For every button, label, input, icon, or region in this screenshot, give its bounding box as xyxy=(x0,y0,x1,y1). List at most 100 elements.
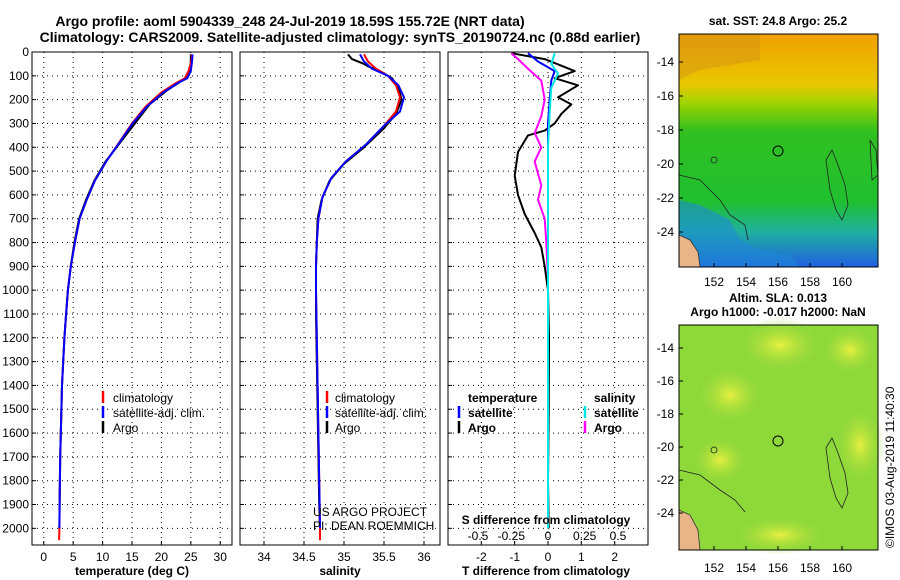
salinity-xlabel: salinity xyxy=(319,564,361,578)
temperature-series-satellite-adj-clim xyxy=(58,54,194,529)
x-tick-label: 36 xyxy=(417,550,431,564)
difference-panel: -2 -1 0 1 2 -0.5 -0.25 0 0.25 0.5 xyxy=(447,51,649,564)
legend-temperature-heading: temperature xyxy=(468,391,538,405)
sla-high-2 xyxy=(820,324,880,376)
legend-t-argo: Argo xyxy=(468,421,496,435)
difference-series-s-argo xyxy=(510,52,549,314)
map-lon-tick: 152 xyxy=(704,275,724,289)
shelf-contour xyxy=(678,469,746,513)
title-line-2: Climatology: CARS2009. Satellite-adjuste… xyxy=(40,29,641,45)
legend-salinity-heading: salinity xyxy=(594,391,636,405)
sla-high-3 xyxy=(695,365,765,425)
sst-map: sat. SST: 24.8 Argo: 25.2 xyxy=(678,14,879,268)
new-caledonia-outline xyxy=(825,437,849,509)
x-tick-label: 10 xyxy=(96,550,110,564)
map-lon-tick: 156 xyxy=(768,275,788,289)
x-tick-label: 30 xyxy=(214,550,228,564)
difference-xlabel: T difference from climatology xyxy=(462,564,630,578)
depth-tick-label: 0 xyxy=(22,45,29,59)
temperature-series-climatology xyxy=(58,54,193,541)
x-tick-label: 1 xyxy=(578,550,585,564)
title-line-1: Argo profile: aoml 5904339_248 24-Jul-20… xyxy=(55,13,524,29)
depth-tick-label: 1500 xyxy=(2,402,29,416)
map-lat-tick: -22 xyxy=(657,191,675,205)
s-diff-tick-label: 0.25 xyxy=(573,529,597,543)
map-lon-tick: 160 xyxy=(832,561,852,575)
reef-circle xyxy=(710,156,718,164)
s-diff-tick-label: 0.5 xyxy=(610,529,627,543)
map-lon-tick: 152 xyxy=(704,561,724,575)
depth-tick-label: 1300 xyxy=(2,355,29,369)
sla-high-5 xyxy=(835,405,885,485)
map-lat-tick: -24 xyxy=(657,225,675,239)
s-difference-xlabel: S difference from climatology xyxy=(462,513,631,527)
legend-argo: Argo xyxy=(335,421,361,435)
x-tick-label: -1 xyxy=(509,550,520,564)
depth-tick-label: 1900 xyxy=(2,498,29,512)
map-lat-tick: -22 xyxy=(657,473,675,487)
map-lon-tick: 156 xyxy=(768,561,788,575)
x-tick-label: 0 xyxy=(40,550,47,564)
map-lon-tick: 154 xyxy=(736,275,756,289)
salinity-frame xyxy=(239,51,441,546)
temperature-xlabel: temperature (deg C) xyxy=(75,564,189,578)
depth-tick-label: 1600 xyxy=(2,426,29,440)
x-tick-label: 34.5 xyxy=(292,550,316,564)
legend-s-satellite: satellite xyxy=(594,406,639,420)
salinity-series-climatology xyxy=(315,53,401,541)
reef-circle xyxy=(710,446,718,454)
depth-tick-label: 500 xyxy=(9,164,29,178)
difference-legend: temperature satellite Argo salinity sate… xyxy=(457,391,639,435)
legend-climatology: climatology xyxy=(335,391,395,405)
depth-tick-label: 1000 xyxy=(2,283,29,297)
depth-tick-label: 1200 xyxy=(2,331,29,345)
temperature-panel: 0100200300400500600700800900100011001200… xyxy=(2,45,233,564)
difference-series-t-satellite xyxy=(527,52,556,529)
x-tick-label: 35 xyxy=(337,550,351,564)
legend-satellite: satellite-adj. clim. xyxy=(335,406,427,420)
map-lat-tick: -18 xyxy=(657,123,675,137)
map-lat-tick: -18 xyxy=(657,407,675,421)
sla-high-6 xyxy=(730,515,830,555)
map-lat-tick: -20 xyxy=(657,440,675,454)
sla-map: Altim. SLA: 0.013 Argo h1000: -0.017 h20… xyxy=(678,291,885,555)
x-tick-label: 20 xyxy=(155,550,169,564)
difference-series-t-argo xyxy=(511,52,579,529)
legend-s-argo: Argo xyxy=(594,421,622,435)
map-lat-tick: -14 xyxy=(657,341,675,355)
depth-tick-label: 200 xyxy=(9,93,29,107)
map-lat-tick: -14 xyxy=(657,55,675,69)
legend-t-satellite: satellite xyxy=(468,406,513,420)
temperature-series-argo xyxy=(58,54,192,529)
legend-satellite: satellite-adj. clim. xyxy=(113,406,205,420)
map-lon-tick: 158 xyxy=(800,561,820,575)
difference-series-s-satellite xyxy=(547,52,559,529)
x-tick-label: 25 xyxy=(184,550,198,564)
depth-tick-label: 1700 xyxy=(2,450,29,464)
map-lat-tick: -24 xyxy=(657,506,675,520)
argo-location-marker[interactable] xyxy=(772,145,784,157)
depth-tick-label: 1100 xyxy=(3,307,29,321)
sst-warm-patch xyxy=(679,34,760,80)
x-tick-label: -2 xyxy=(476,550,487,564)
salinity-legend: climatology satellite-adj. clim. Argo xyxy=(325,391,427,435)
legend-argo: Argo xyxy=(113,421,139,435)
x-tick-label: 35.5 xyxy=(372,550,396,564)
pi-credit: PI: DEAN ROEMMICH xyxy=(313,519,434,533)
depth-tick-label: 600 xyxy=(9,188,29,202)
sla-map-title-2: Argo h1000: -0.017 h2000: NaN xyxy=(690,305,865,319)
x-tick-label: 34 xyxy=(257,550,271,564)
depth-tick-label: 100 xyxy=(9,69,29,83)
salinity-series-argo xyxy=(315,53,403,529)
salinity-panel: 34 34.5 35 35.5 36 xyxy=(239,51,441,564)
argo-location-marker[interactable] xyxy=(772,435,784,447)
depth-tick-label: 400 xyxy=(9,140,29,154)
sla-high-4 xyxy=(690,435,750,485)
depth-tick-label: 900 xyxy=(9,259,29,273)
imos-credit: ©IMOS 03-Aug-2019 11:40:30 xyxy=(883,386,897,548)
map-lon-tick: 158 xyxy=(800,275,820,289)
x-tick-label: 2 xyxy=(611,550,618,564)
map-lat-tick: -16 xyxy=(657,89,675,103)
sst-map-title: sat. SST: 24.8 Argo: 25.2 xyxy=(709,14,848,28)
